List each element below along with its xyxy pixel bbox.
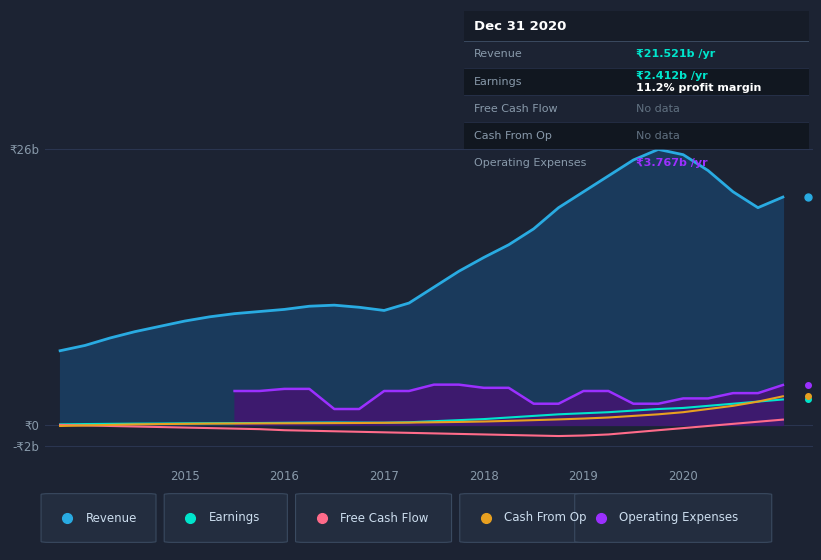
FancyBboxPatch shape	[464, 122, 809, 150]
FancyBboxPatch shape	[575, 494, 772, 542]
FancyBboxPatch shape	[41, 494, 156, 542]
FancyBboxPatch shape	[464, 68, 809, 95]
FancyBboxPatch shape	[164, 494, 287, 542]
Text: ₹2.412b /yr: ₹2.412b /yr	[636, 71, 708, 81]
Text: Free Cash Flow: Free Cash Flow	[475, 104, 557, 114]
Text: Revenue: Revenue	[475, 49, 523, 59]
Text: No data: No data	[636, 131, 680, 141]
Text: Cash From Op: Cash From Op	[504, 511, 586, 525]
Text: Earnings: Earnings	[475, 77, 523, 87]
Text: Revenue: Revenue	[85, 511, 137, 525]
Text: 11.2% profit margin: 11.2% profit margin	[636, 82, 762, 92]
Text: Operating Expenses: Operating Expenses	[475, 158, 586, 168]
Text: ₹3.767b /yr: ₹3.767b /yr	[636, 158, 708, 168]
FancyBboxPatch shape	[296, 494, 452, 542]
FancyBboxPatch shape	[460, 494, 599, 542]
Text: Operating Expenses: Operating Expenses	[619, 511, 738, 525]
Text: Cash From Op: Cash From Op	[475, 131, 552, 141]
Text: ₹21.521b /yr: ₹21.521b /yr	[636, 49, 716, 59]
FancyBboxPatch shape	[464, 11, 809, 41]
Text: Earnings: Earnings	[209, 511, 260, 525]
Text: Free Cash Flow: Free Cash Flow	[340, 511, 429, 525]
Text: No data: No data	[636, 104, 680, 114]
Text: Dec 31 2020: Dec 31 2020	[475, 20, 566, 32]
